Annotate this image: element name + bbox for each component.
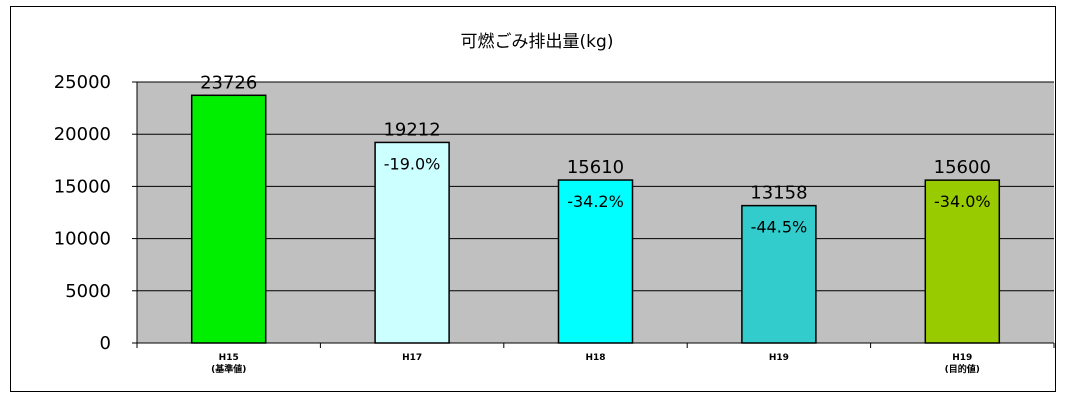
x-tick-label-1: H17 xyxy=(402,353,422,363)
bar-0 xyxy=(190,94,267,344)
y-tick-label-0: 0 xyxy=(100,333,111,354)
y-tick-label-1: 5000 xyxy=(65,281,111,302)
bar-3 xyxy=(741,204,817,344)
percent-label-2: -34.2% xyxy=(567,192,624,211)
bar-1 xyxy=(374,141,450,344)
value-label-1: 19212 xyxy=(383,119,440,140)
x-tick-label-2: H18 xyxy=(585,353,605,363)
y-tick-label-5: 25000 xyxy=(54,72,111,93)
percent-label-4: -34.0% xyxy=(934,192,991,211)
x-tick-label-3: H19 xyxy=(769,353,789,363)
value-label-2: 15610 xyxy=(567,157,624,178)
bar-2 xyxy=(557,179,634,344)
bar-4 xyxy=(924,179,1001,344)
percent-label-1: -19.0% xyxy=(384,154,441,173)
chart-frame: 可燃ごみ排出量(kg) 0 5000 10000 15000 20000 25000 237… xyxy=(10,6,1056,392)
value-label-0: 23726 xyxy=(200,72,257,93)
chart-title: 可燃ごみ排出量(kg) xyxy=(461,32,614,52)
y-tick-label-3: 15000 xyxy=(54,176,111,197)
x-tick-label-0: H15 xyxy=(219,353,239,363)
x-tick-sublabel-4: (目的値) xyxy=(945,363,980,375)
plot-area: 0 5000 10000 15000 20000 25000 23726 H15(基準値) 19… xyxy=(54,72,1055,375)
y-tick-label-2: 10000 xyxy=(54,229,111,250)
percent-label-3: -44.5% xyxy=(751,218,808,237)
value-label-4: 15600 xyxy=(934,157,991,178)
x-tick-sublabel-0: (基準値) xyxy=(211,363,246,375)
x-tick-label-4: H19 xyxy=(952,353,972,363)
bar-chart: 可燃ごみ排出量(kg) 0 5000 10000 15000 20000 25000 237… xyxy=(54,32,1055,375)
y-tick-label-4: 20000 xyxy=(54,124,111,145)
value-label-3: 13158 xyxy=(750,183,807,204)
